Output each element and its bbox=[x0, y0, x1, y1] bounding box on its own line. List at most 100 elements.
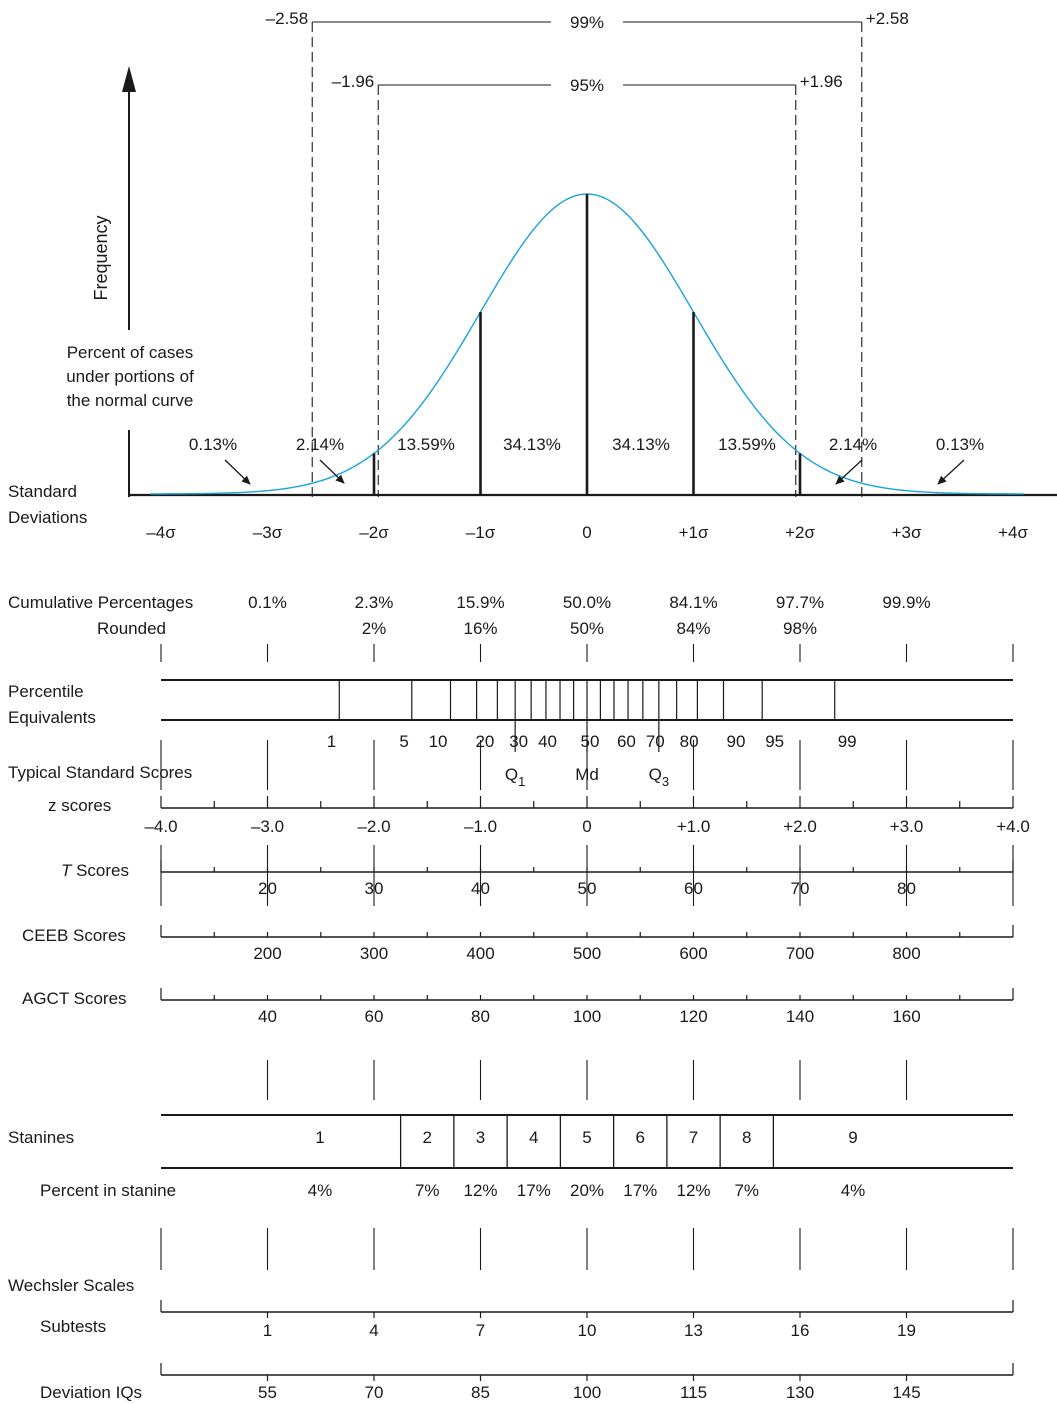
percentile-value-label: 40 bbox=[538, 732, 557, 751]
sd-tick-label: –1σ bbox=[466, 523, 496, 542]
frequency-arrow-icon bbox=[122, 66, 136, 92]
band-upper-label: +1.96 bbox=[800, 72, 843, 91]
band-upper-label: +2.58 bbox=[866, 9, 909, 28]
subtests-tick-label: 4 bbox=[369, 1321, 378, 1340]
stanine-percent: 12% bbox=[463, 1181, 497, 1200]
z-tick-label: –1.0 bbox=[464, 817, 497, 836]
subtests-tick-label: 10 bbox=[578, 1321, 597, 1340]
percentile-value-label: 80 bbox=[680, 732, 699, 751]
sd-tick-label: +3σ bbox=[892, 523, 922, 542]
ceeb-scores-tick-label: 400 bbox=[466, 944, 494, 963]
percentile-value-label: 5 bbox=[399, 732, 408, 751]
callout-arrow-icon bbox=[835, 459, 863, 485]
deviation-iqs-tick-label: 85 bbox=[471, 1383, 490, 1402]
typical-standard-scores-label: Typical Standard Scores bbox=[8, 763, 192, 782]
ceeb-scores-tick-label: 500 bbox=[573, 944, 601, 963]
curve-note-line: the normal curve bbox=[67, 391, 194, 410]
deviation-iqs-tick-label: 130 bbox=[786, 1383, 814, 1402]
percentile-equivalents-label: Percentile bbox=[8, 682, 84, 701]
subtests-tick-label: 19 bbox=[897, 1321, 916, 1340]
callout-arrow-icon bbox=[937, 459, 965, 485]
stanine-percent: 7% bbox=[734, 1181, 759, 1200]
agct-scores-tick-label: 100 bbox=[573, 1007, 601, 1026]
stanines-label: Stanines bbox=[8, 1128, 74, 1147]
agct-scores-tick-label: 40 bbox=[258, 1007, 277, 1026]
quartile-label: Q3 bbox=[649, 765, 669, 789]
quartile-label: Q1 bbox=[505, 765, 525, 789]
stanine-number: 9 bbox=[848, 1128, 857, 1147]
cumulative-value: 99.9% bbox=[882, 593, 930, 612]
area-percent-label: 34.13% bbox=[503, 435, 561, 454]
rounded-label: Rounded bbox=[97, 619, 166, 638]
percentile-value-label: 60 bbox=[617, 732, 636, 751]
agct-scores-tick-label: 140 bbox=[786, 1007, 814, 1026]
t-scores-tick-label: 50 bbox=[578, 879, 597, 898]
area-percent-label: 34.13% bbox=[612, 435, 670, 454]
stanine-percent: 20% bbox=[570, 1181, 604, 1200]
percent-in-stanine-label: Percent in stanine bbox=[40, 1181, 176, 1200]
z-tick-label: +2.0 bbox=[783, 817, 817, 836]
deviation-iqs-tick-label: 70 bbox=[365, 1383, 384, 1402]
stanine-number: 1 bbox=[315, 1128, 324, 1147]
ceeb-scores-tick-label: 600 bbox=[679, 944, 707, 963]
subtests-tick-label: 16 bbox=[791, 1321, 810, 1340]
curve-note-line: under portions of bbox=[66, 367, 194, 386]
standard-deviations-label: Standard bbox=[8, 482, 77, 501]
t-scores-tick-label: 20 bbox=[258, 879, 277, 898]
subtests-label: Subtests bbox=[40, 1317, 106, 1336]
cumulative-value: 2.3% bbox=[355, 593, 394, 612]
z-tick-label: 0 bbox=[582, 817, 591, 836]
quartile-subscript: 3 bbox=[662, 774, 669, 789]
sd-tick-label: –4σ bbox=[146, 523, 176, 542]
z-tick-label: +3.0 bbox=[890, 817, 924, 836]
z-tick-label: +4.0 bbox=[996, 817, 1030, 836]
stanine-number: 4 bbox=[529, 1128, 538, 1147]
deviation-iqs-label: Deviation IQs bbox=[40, 1383, 142, 1402]
cumulative-value: 50.0% bbox=[563, 593, 611, 612]
sd-tick-label: +4σ bbox=[998, 523, 1028, 542]
agct-scores-tick-label: 120 bbox=[679, 1007, 707, 1026]
percentile-value-label: 95 bbox=[765, 732, 784, 751]
subtests-tick-label: 7 bbox=[476, 1321, 485, 1340]
quartile-label: Md bbox=[575, 765, 599, 784]
stanine-number: 3 bbox=[476, 1128, 485, 1147]
callout-arrow-icon bbox=[319, 459, 345, 484]
sd-tick-label: –3σ bbox=[253, 523, 283, 542]
stanine-percent: 4% bbox=[841, 1181, 866, 1200]
z-tick-label: –4.0 bbox=[144, 817, 177, 836]
sd-tick-label: +2σ bbox=[785, 523, 815, 542]
cumulative-value: 0.1% bbox=[248, 593, 287, 612]
stanine-percent: 4% bbox=[308, 1181, 333, 1200]
z-tick-label: –3.0 bbox=[251, 817, 284, 836]
t-scores-tick-label: 80 bbox=[897, 879, 916, 898]
stanine-number: 8 bbox=[742, 1128, 751, 1147]
agct-scores-tick-label: 160 bbox=[892, 1007, 920, 1026]
percentile-equivalents-label: Equivalents bbox=[8, 708, 96, 727]
z-scores-label: z scores bbox=[48, 796, 111, 815]
sd-tick-label: 0 bbox=[582, 523, 591, 542]
ceeb-scores-label: CEEB Scores bbox=[22, 926, 126, 945]
cumulative-rounded-value: 50% bbox=[570, 619, 604, 638]
stanine-number: 5 bbox=[582, 1128, 591, 1147]
deviation-iqs-tick-label: 55 bbox=[258, 1383, 277, 1402]
cumulative-rounded-value: 84% bbox=[676, 619, 710, 638]
stanine-percent: 7% bbox=[415, 1181, 440, 1200]
t-scores-label-italic: T bbox=[61, 861, 73, 880]
band-level-label: 99% bbox=[570, 13, 604, 32]
z-tick-label: –2.0 bbox=[357, 817, 390, 836]
quartile-subscript: 1 bbox=[518, 774, 525, 789]
deviation-iqs-tick-label: 115 bbox=[680, 1383, 707, 1402]
sd-tick-label: +1σ bbox=[679, 523, 709, 542]
deviation-iqs-tick-label: 145 bbox=[892, 1383, 920, 1402]
agct-scores-label: AGCT Scores bbox=[22, 989, 127, 1008]
band-level-label: 95% bbox=[570, 76, 604, 95]
band-lower-label: –1.96 bbox=[332, 72, 375, 91]
t-scores-label: T Scores bbox=[61, 861, 129, 880]
stanine-percent: 12% bbox=[676, 1181, 710, 1200]
deviation-iqs-tick-label: 100 bbox=[573, 1383, 601, 1402]
area-percent-label: 2.14% bbox=[829, 435, 877, 454]
subtests-tick-label: 13 bbox=[684, 1321, 703, 1340]
agct-scores-tick-label: 80 bbox=[471, 1007, 490, 1026]
area-percent-label: 13.59% bbox=[397, 435, 455, 454]
